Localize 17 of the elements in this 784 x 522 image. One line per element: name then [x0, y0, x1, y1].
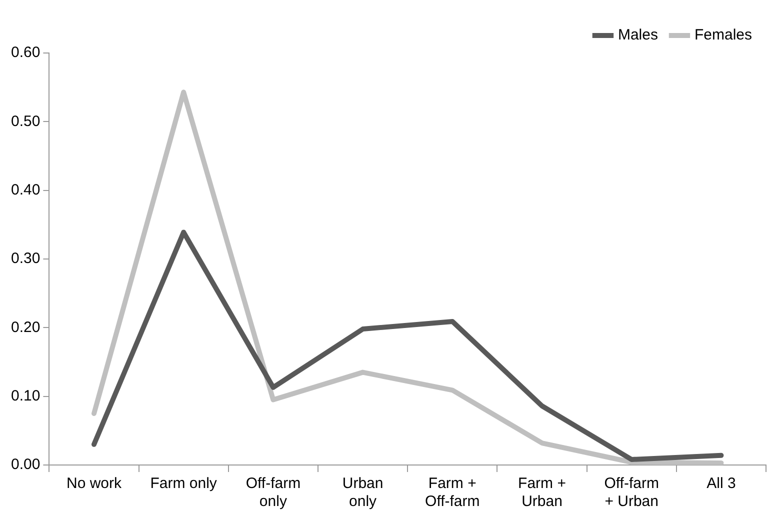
x-tick-label: No work: [66, 475, 122, 492]
y-tick-label: 0.10: [10, 387, 40, 404]
y-tick-label: 0.30: [10, 250, 40, 268]
y-tick-label: 0.40: [10, 181, 40, 198]
legend-label: Males: [618, 26, 658, 44]
x-tick-label: All 3: [706, 475, 736, 492]
y-tick-label: 0.60: [10, 44, 40, 62]
x-tick-label: Farm + Urban: [518, 475, 566, 510]
legend-label: Females: [694, 26, 752, 44]
x-tick-label: Farm only: [150, 475, 218, 492]
x-tick-label: Off-farm only: [246, 475, 301, 510]
x-tick-label: Off-farm + Urban: [604, 475, 659, 510]
x-tick-label: Farm + Off-farm: [425, 475, 480, 510]
x-tick-label: Urban only: [342, 475, 384, 510]
y-tick-label: 0.00: [10, 456, 40, 474]
y-tick-label: 0.50: [10, 112, 40, 130]
y-tick-label: 0.20: [10, 318, 40, 336]
